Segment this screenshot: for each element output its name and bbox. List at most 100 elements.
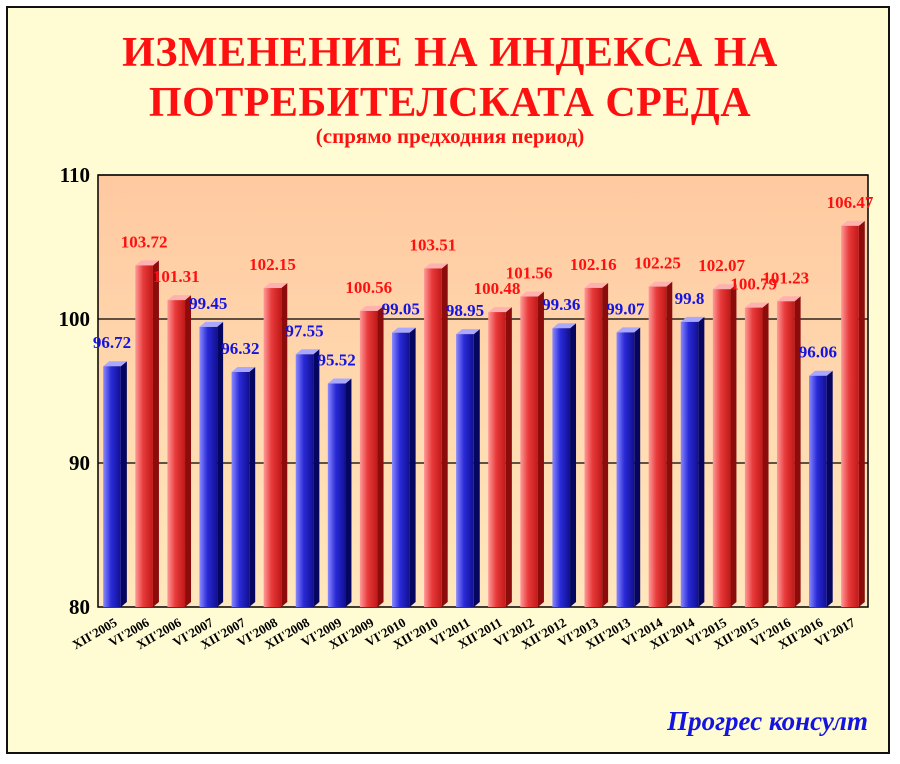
bar	[103, 366, 121, 607]
bar-top	[359, 305, 384, 311]
data-label: 99.36	[542, 295, 580, 314]
data-label: 99.45	[189, 294, 227, 313]
data-label: 103.51	[410, 235, 457, 254]
bar-side	[377, 305, 384, 607]
bar-side	[570, 323, 577, 607]
data-label: 95.52	[318, 351, 356, 370]
bar	[680, 321, 699, 607]
bar-top	[809, 370, 833, 376]
bar	[520, 296, 538, 607]
bar-side	[345, 378, 352, 607]
bar-side	[281, 283, 288, 607]
bar-top	[263, 283, 288, 289]
bar-side	[730, 284, 737, 607]
data-label: 99.05	[382, 300, 420, 319]
bar	[809, 375, 827, 607]
data-label: 101.31	[153, 267, 200, 286]
bar	[327, 383, 346, 607]
bar-side	[313, 349, 320, 607]
data-label: 103.72	[121, 232, 168, 251]
data-label: 98.95	[446, 301, 484, 320]
bar	[231, 371, 250, 607]
bar-side	[185, 295, 192, 607]
data-label: 102.15	[249, 255, 296, 274]
bar-side	[666, 281, 673, 607]
y-tick-label: 90	[69, 451, 90, 475]
bar-top	[520, 291, 544, 297]
bar-top	[584, 282, 609, 288]
data-label: 102.25	[634, 254, 681, 273]
data-label: 102.16	[570, 255, 617, 274]
bar	[456, 334, 474, 607]
data-label: 100.56	[345, 278, 392, 297]
bar	[776, 301, 795, 607]
bar-top	[552, 323, 577, 329]
bar	[744, 307, 763, 607]
bar-top	[103, 361, 127, 367]
bar-top	[616, 327, 641, 333]
bar	[616, 332, 635, 607]
bar-side	[473, 329, 480, 607]
data-label: 97.55	[285, 321, 323, 340]
bar-top	[391, 327, 416, 333]
bar	[648, 286, 667, 607]
bar-side	[152, 260, 159, 607]
bar-chart: 809010011096.72XII'2005103.72VI'2006101.…	[59, 163, 874, 652]
bar-top	[712, 284, 737, 290]
data-label: 96.06	[799, 343, 837, 362]
bar-top	[167, 295, 192, 301]
bar-side	[794, 296, 801, 607]
bar-side	[537, 291, 544, 607]
chart-subtitle: (спрямо предходния период)	[315, 124, 585, 148]
bar-top	[456, 329, 480, 335]
bar-top	[199, 321, 224, 327]
y-tick-label: 80	[69, 595, 90, 619]
bar-top	[231, 366, 256, 372]
bar	[424, 268, 442, 607]
bar	[712, 289, 731, 607]
bar-top	[424, 263, 448, 269]
bar-side	[698, 316, 705, 607]
bar-top	[841, 220, 865, 226]
bar	[488, 312, 506, 607]
bar-top	[648, 281, 673, 287]
brand-label: Прогрес консулт	[667, 706, 868, 736]
bar-side	[602, 282, 609, 607]
data-label: 96.72	[93, 333, 131, 352]
bar-side	[217, 321, 224, 607]
bar-top	[680, 316, 705, 322]
bar	[584, 287, 603, 607]
y-tick-label: 110	[60, 163, 90, 187]
bar-side	[120, 361, 127, 607]
bar-side	[505, 307, 512, 607]
bar	[167, 300, 186, 607]
data-label: 99.8	[675, 289, 705, 308]
bar-side	[826, 370, 833, 607]
bar	[263, 288, 282, 607]
bar-side	[762, 302, 769, 607]
bar	[552, 328, 571, 607]
data-label: 106.47	[827, 193, 874, 212]
bar	[199, 326, 218, 607]
bar	[841, 225, 859, 607]
bar-side	[441, 263, 448, 607]
bar	[359, 310, 378, 607]
bar-top	[295, 349, 320, 355]
bar	[295, 354, 314, 607]
bar-side	[249, 366, 256, 607]
bar-top	[744, 302, 769, 308]
data-label: 101.56	[506, 264, 553, 283]
bar-top	[327, 378, 352, 384]
data-label: 99.07	[606, 299, 645, 318]
bar-side	[634, 327, 641, 607]
plot-area	[97, 174, 869, 608]
data-label: 102.07	[698, 256, 745, 275]
y-tick-label: 100	[59, 307, 91, 331]
chart-title: ИЗМЕНЕНИЕ НА ИНДЕКСА НА ПОТРЕБИТЕЛСКАТА …	[122, 30, 778, 126]
bar-top	[135, 260, 159, 266]
data-label: 101.23	[762, 268, 809, 287]
data-label: 100.48	[474, 279, 521, 298]
bar	[391, 332, 410, 607]
bar-side	[409, 327, 416, 607]
bar-top	[776, 296, 801, 302]
